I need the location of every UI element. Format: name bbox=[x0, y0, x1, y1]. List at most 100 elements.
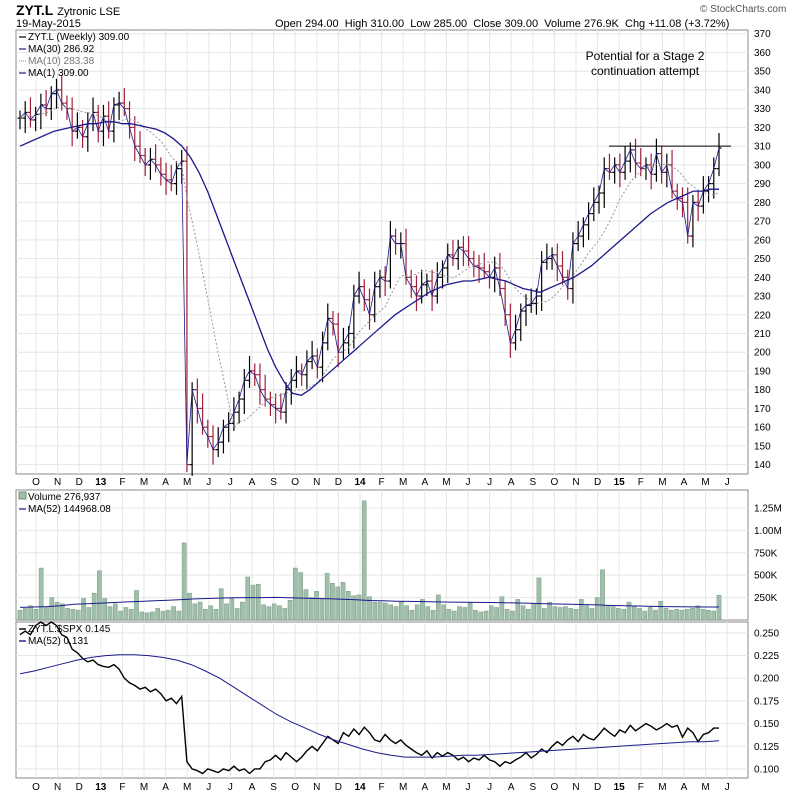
x-axis-label: D bbox=[76, 782, 83, 793]
x-axis-label: J bbox=[466, 782, 471, 793]
x-axis-label: M bbox=[140, 782, 148, 793]
volume-bar bbox=[430, 609, 436, 621]
volume-bar bbox=[557, 607, 563, 621]
price-tick-label: 360 bbox=[754, 48, 771, 59]
volume-bar bbox=[330, 583, 335, 621]
x-axis-label: M bbox=[442, 782, 450, 793]
price-tick-label: 150 bbox=[754, 441, 771, 452]
volume-bar bbox=[388, 604, 393, 621]
x-axis-label: M bbox=[701, 782, 709, 793]
volume-legend-entry: Volume 276,937 bbox=[28, 492, 101, 503]
volume-bar bbox=[451, 610, 457, 621]
volume-bar bbox=[552, 606, 558, 621]
x-axis-label: 13 bbox=[95, 782, 107, 793]
annotation-line-2: continuation attempt bbox=[591, 64, 700, 78]
volume-bar bbox=[679, 609, 685, 621]
ratio-tick-label: 0.200 bbox=[754, 674, 779, 685]
x-axis-label: J bbox=[228, 477, 233, 488]
volume-bar bbox=[33, 609, 39, 621]
x-axis-label: S bbox=[529, 477, 536, 488]
ratio-line bbox=[19, 621, 719, 775]
volume-bar bbox=[282, 608, 288, 621]
volume-bar bbox=[684, 609, 690, 621]
volume-bar bbox=[171, 606, 176, 621]
volume-bar bbox=[38, 567, 44, 621]
ratio-tick-label: 0.100 bbox=[754, 764, 779, 775]
x-axis-label: M bbox=[399, 477, 407, 488]
volume-bar bbox=[287, 600, 293, 621]
volume-bar bbox=[674, 609, 679, 621]
volume-bar bbox=[102, 598, 108, 621]
x-axis-label: J bbox=[487, 477, 492, 488]
x-axis-label: J bbox=[466, 477, 471, 488]
volume-bar bbox=[155, 608, 160, 621]
volume-bar bbox=[277, 605, 282, 621]
volume-tick-label: 1.25M bbox=[754, 503, 782, 514]
x-axis-label: J bbox=[725, 782, 730, 793]
volume-bar bbox=[647, 607, 653, 621]
volume-bar bbox=[356, 594, 362, 621]
ohlc-high: High 310.00 bbox=[344, 18, 405, 30]
volume-bar bbox=[335, 586, 341, 621]
x-axis-label: D bbox=[76, 477, 83, 488]
volume-bar bbox=[700, 609, 706, 621]
ohlc-volume: Volume 276.9K bbox=[544, 18, 619, 30]
x-axis-label: A bbox=[508, 477, 515, 488]
price-tick-label: 260 bbox=[754, 235, 771, 246]
volume-bar bbox=[462, 607, 468, 621]
price-tick-label: 290 bbox=[754, 179, 771, 190]
price-tick-label: 230 bbox=[754, 292, 771, 303]
volume-bar bbox=[605, 605, 611, 621]
volume-bar bbox=[573, 609, 579, 621]
volume-bar bbox=[510, 610, 515, 621]
volume-legend-entry: MA(52) 144968.08 bbox=[28, 504, 111, 515]
x-axis-label: A bbox=[681, 782, 688, 793]
x-axis-label: N bbox=[54, 782, 61, 793]
x-axis-label: A bbox=[249, 782, 256, 793]
volume-bar bbox=[255, 583, 261, 621]
volume-bar bbox=[234, 608, 240, 621]
volume-bar bbox=[346, 591, 351, 621]
volume-bar bbox=[711, 610, 717, 621]
x-axis-label: F bbox=[379, 477, 385, 488]
volume-bar bbox=[60, 603, 65, 621]
price-tick-label: 330 bbox=[754, 104, 771, 115]
volume-bar bbox=[303, 589, 309, 621]
volume-bar bbox=[107, 606, 113, 621]
x-axis-label: S bbox=[270, 782, 277, 793]
volume-bar bbox=[28, 605, 33, 621]
volume-bar bbox=[637, 608, 642, 621]
volume-bar bbox=[563, 606, 568, 621]
price-tick-label: 370 bbox=[754, 29, 771, 40]
volume-bar bbox=[224, 603, 229, 621]
volume-bar bbox=[319, 598, 325, 621]
x-axis-label: D bbox=[594, 477, 601, 488]
volume-bar bbox=[669, 609, 674, 621]
volume-bar bbox=[457, 606, 462, 621]
volume-bar bbox=[653, 609, 658, 621]
price-legend-entry: MA(10) 283.38 bbox=[28, 56, 95, 67]
volume-bar bbox=[526, 609, 531, 621]
volume-bar bbox=[139, 611, 145, 621]
volume-tick-label: 250K bbox=[754, 593, 778, 604]
price-tick-label: 310 bbox=[754, 142, 771, 153]
x-axis-label: J bbox=[206, 782, 211, 793]
volume-bar bbox=[250, 584, 256, 621]
ratio-tick-label: 0.175 bbox=[754, 696, 779, 707]
x-axis-label: D bbox=[594, 782, 601, 793]
volume-bar bbox=[150, 611, 155, 621]
ma30-line bbox=[19, 121, 719, 396]
volume-bar bbox=[658, 600, 664, 621]
volume-bar bbox=[383, 602, 388, 621]
price-tick-label: 200 bbox=[754, 348, 771, 359]
volume-bar bbox=[192, 603, 198, 621]
stockcharts-brand: © StockCharts.com bbox=[700, 4, 787, 15]
volume-bar bbox=[134, 590, 139, 621]
volume-bar bbox=[398, 601, 404, 621]
price-tick-label: 270 bbox=[754, 217, 771, 228]
volume-bar bbox=[695, 605, 701, 621]
ohlc-low: Low 285.00 bbox=[410, 18, 468, 30]
volume-tick-label: 1.00M bbox=[754, 526, 782, 537]
x-axis-label: 14 bbox=[354, 782, 366, 793]
volume-bar bbox=[579, 599, 584, 621]
